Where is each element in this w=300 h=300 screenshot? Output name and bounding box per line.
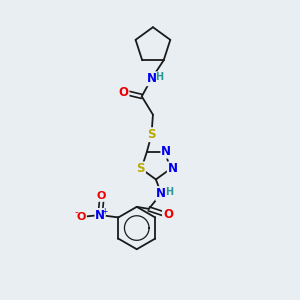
Text: N: N	[156, 187, 166, 200]
Text: O: O	[97, 191, 106, 201]
Text: H: H	[155, 72, 163, 82]
Text: N: N	[168, 162, 178, 176]
Text: N: N	[161, 145, 171, 158]
Text: N: N	[146, 72, 157, 85]
Text: O: O	[163, 208, 173, 221]
Text: S: S	[147, 128, 156, 141]
Text: H: H	[165, 187, 173, 197]
Text: O: O	[118, 86, 128, 99]
Text: S: S	[136, 162, 145, 176]
Text: +: +	[101, 207, 107, 216]
Text: O: O	[76, 212, 86, 221]
Text: -: -	[74, 207, 78, 218]
Text: N: N	[95, 208, 105, 222]
